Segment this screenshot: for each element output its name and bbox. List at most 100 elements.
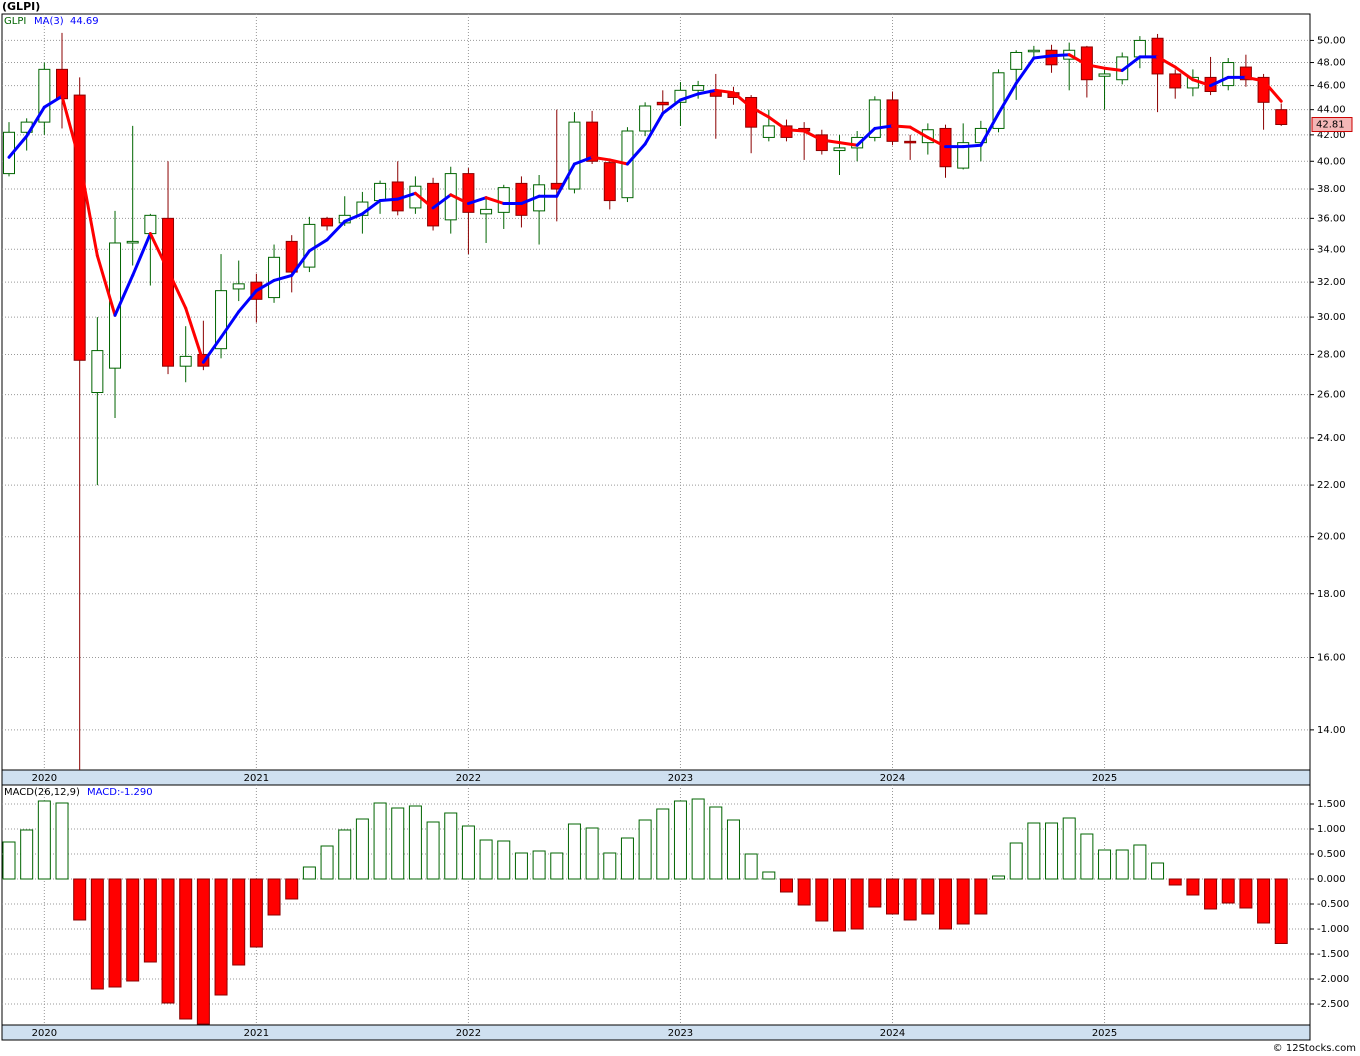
y-tick-label: 14.00 bbox=[1317, 725, 1346, 736]
ma-line bbox=[784, 128, 806, 133]
x-tick-label: 2022 bbox=[456, 773, 481, 784]
candle-body bbox=[745, 96, 758, 128]
ma-line bbox=[484, 196, 506, 206]
candle-body bbox=[674, 89, 687, 103]
macd-bar bbox=[956, 878, 970, 925]
ma-line bbox=[42, 94, 64, 109]
macd-bar bbox=[285, 878, 299, 900]
ma-line bbox=[78, 159, 99, 258]
credit: © 12Stocks.com bbox=[1273, 1043, 1356, 1054]
ma-line bbox=[961, 143, 983, 149]
candle-body bbox=[56, 68, 69, 100]
candle-body bbox=[285, 240, 298, 273]
ma-line bbox=[237, 289, 258, 314]
y-tick-label: 0.500 bbox=[1317, 849, 1346, 860]
ma-line bbox=[343, 212, 364, 223]
y-tick-label: 24.00 bbox=[1317, 433, 1346, 444]
ma-line bbox=[396, 191, 417, 201]
y-tick-label: 1.000 bbox=[1317, 824, 1346, 835]
ma-line bbox=[820, 138, 841, 145]
candle-body bbox=[1257, 76, 1270, 103]
macd-bar bbox=[338, 829, 352, 880]
candle-body bbox=[1222, 62, 1235, 87]
macd-bar bbox=[196, 878, 210, 1025]
y-tick-label: 50.00 bbox=[1317, 35, 1346, 46]
macd-bar bbox=[656, 808, 670, 880]
macd-bar bbox=[673, 800, 687, 880]
ma-line bbox=[1014, 56, 1036, 85]
candle-body bbox=[91, 350, 104, 394]
ma-line bbox=[25, 105, 46, 138]
candle-body bbox=[321, 217, 334, 227]
macd-bar bbox=[1062, 817, 1076, 880]
ma-line bbox=[1191, 78, 1213, 88]
macd-bar bbox=[1151, 862, 1165, 880]
y-tick-label: 46.00 bbox=[1317, 81, 1346, 92]
x-tick-label: 2023 bbox=[668, 1028, 693, 1039]
ma-line bbox=[1173, 65, 1195, 82]
ma-line bbox=[802, 129, 824, 142]
y-tick-label: 32.00 bbox=[1317, 277, 1346, 288]
macd-bar bbox=[426, 821, 440, 880]
macd-bar bbox=[585, 827, 599, 880]
ma-line bbox=[590, 155, 612, 162]
y-tick-label: -0.500 bbox=[1317, 899, 1349, 910]
candle-body bbox=[656, 101, 669, 106]
candle-body bbox=[497, 187, 510, 213]
legend-symbol: GLPI bbox=[4, 16, 26, 27]
ma-line bbox=[1032, 54, 1054, 60]
ma-line bbox=[307, 238, 329, 253]
candle-body bbox=[126, 240, 139, 244]
y-tick-label: 18.00 bbox=[1317, 589, 1346, 600]
ma-line bbox=[431, 193, 453, 210]
candle-body bbox=[38, 68, 51, 123]
y-tick-label: 38.00 bbox=[1317, 184, 1346, 195]
y-tick-label: -1.000 bbox=[1317, 924, 1349, 935]
ma-line bbox=[891, 124, 912, 129]
y-tick-label: 16.00 bbox=[1317, 653, 1346, 664]
ma-line bbox=[625, 142, 647, 166]
macd-bar bbox=[55, 802, 69, 880]
ma-line bbox=[325, 219, 347, 242]
candle-body bbox=[1010, 51, 1023, 70]
ma-line bbox=[131, 232, 152, 277]
ma-line bbox=[678, 92, 700, 102]
y-tick-label: 22.00 bbox=[1317, 480, 1346, 491]
macd-bar bbox=[638, 819, 652, 880]
macd-bar bbox=[302, 866, 316, 880]
macd-bar bbox=[797, 878, 811, 906]
candle-body bbox=[215, 290, 228, 350]
x-tick-label: 2021 bbox=[244, 773, 269, 784]
candle-body bbox=[162, 217, 175, 367]
ma-line bbox=[166, 268, 188, 310]
ma-line bbox=[290, 249, 311, 277]
ma-line bbox=[714, 88, 735, 95]
macd-bar bbox=[2, 841, 16, 880]
macd-bar bbox=[1186, 878, 1200, 896]
macd-bar bbox=[461, 825, 475, 880]
macd-bar bbox=[603, 852, 617, 880]
macd-bar bbox=[267, 878, 281, 916]
y-tick-label: -2.000 bbox=[1317, 974, 1349, 985]
macd-bar bbox=[214, 878, 228, 996]
candle-body bbox=[179, 355, 192, 367]
macd-bar bbox=[1257, 878, 1271, 924]
y-tick-label: -1.500 bbox=[1317, 949, 1349, 960]
macd-bar bbox=[479, 839, 493, 880]
macd-bar bbox=[1204, 878, 1218, 910]
macd-bar bbox=[90, 878, 104, 990]
macd-bar bbox=[532, 850, 546, 880]
candle-body bbox=[1133, 39, 1146, 58]
ma-line bbox=[184, 306, 205, 364]
y-tick-label: 40.00 bbox=[1317, 156, 1346, 167]
ma-line bbox=[1120, 55, 1142, 72]
candle-body bbox=[1169, 73, 1182, 89]
candle-body bbox=[692, 85, 705, 91]
macd-bar bbox=[373, 802, 387, 880]
y-tick-label: 0.000 bbox=[1317, 874, 1346, 885]
chart-title: (GLPI) bbox=[2, 0, 40, 13]
x-tick-label: 2022 bbox=[456, 1028, 481, 1039]
candle-body bbox=[851, 136, 864, 149]
y-tick-label: 44.00 bbox=[1317, 105, 1346, 116]
